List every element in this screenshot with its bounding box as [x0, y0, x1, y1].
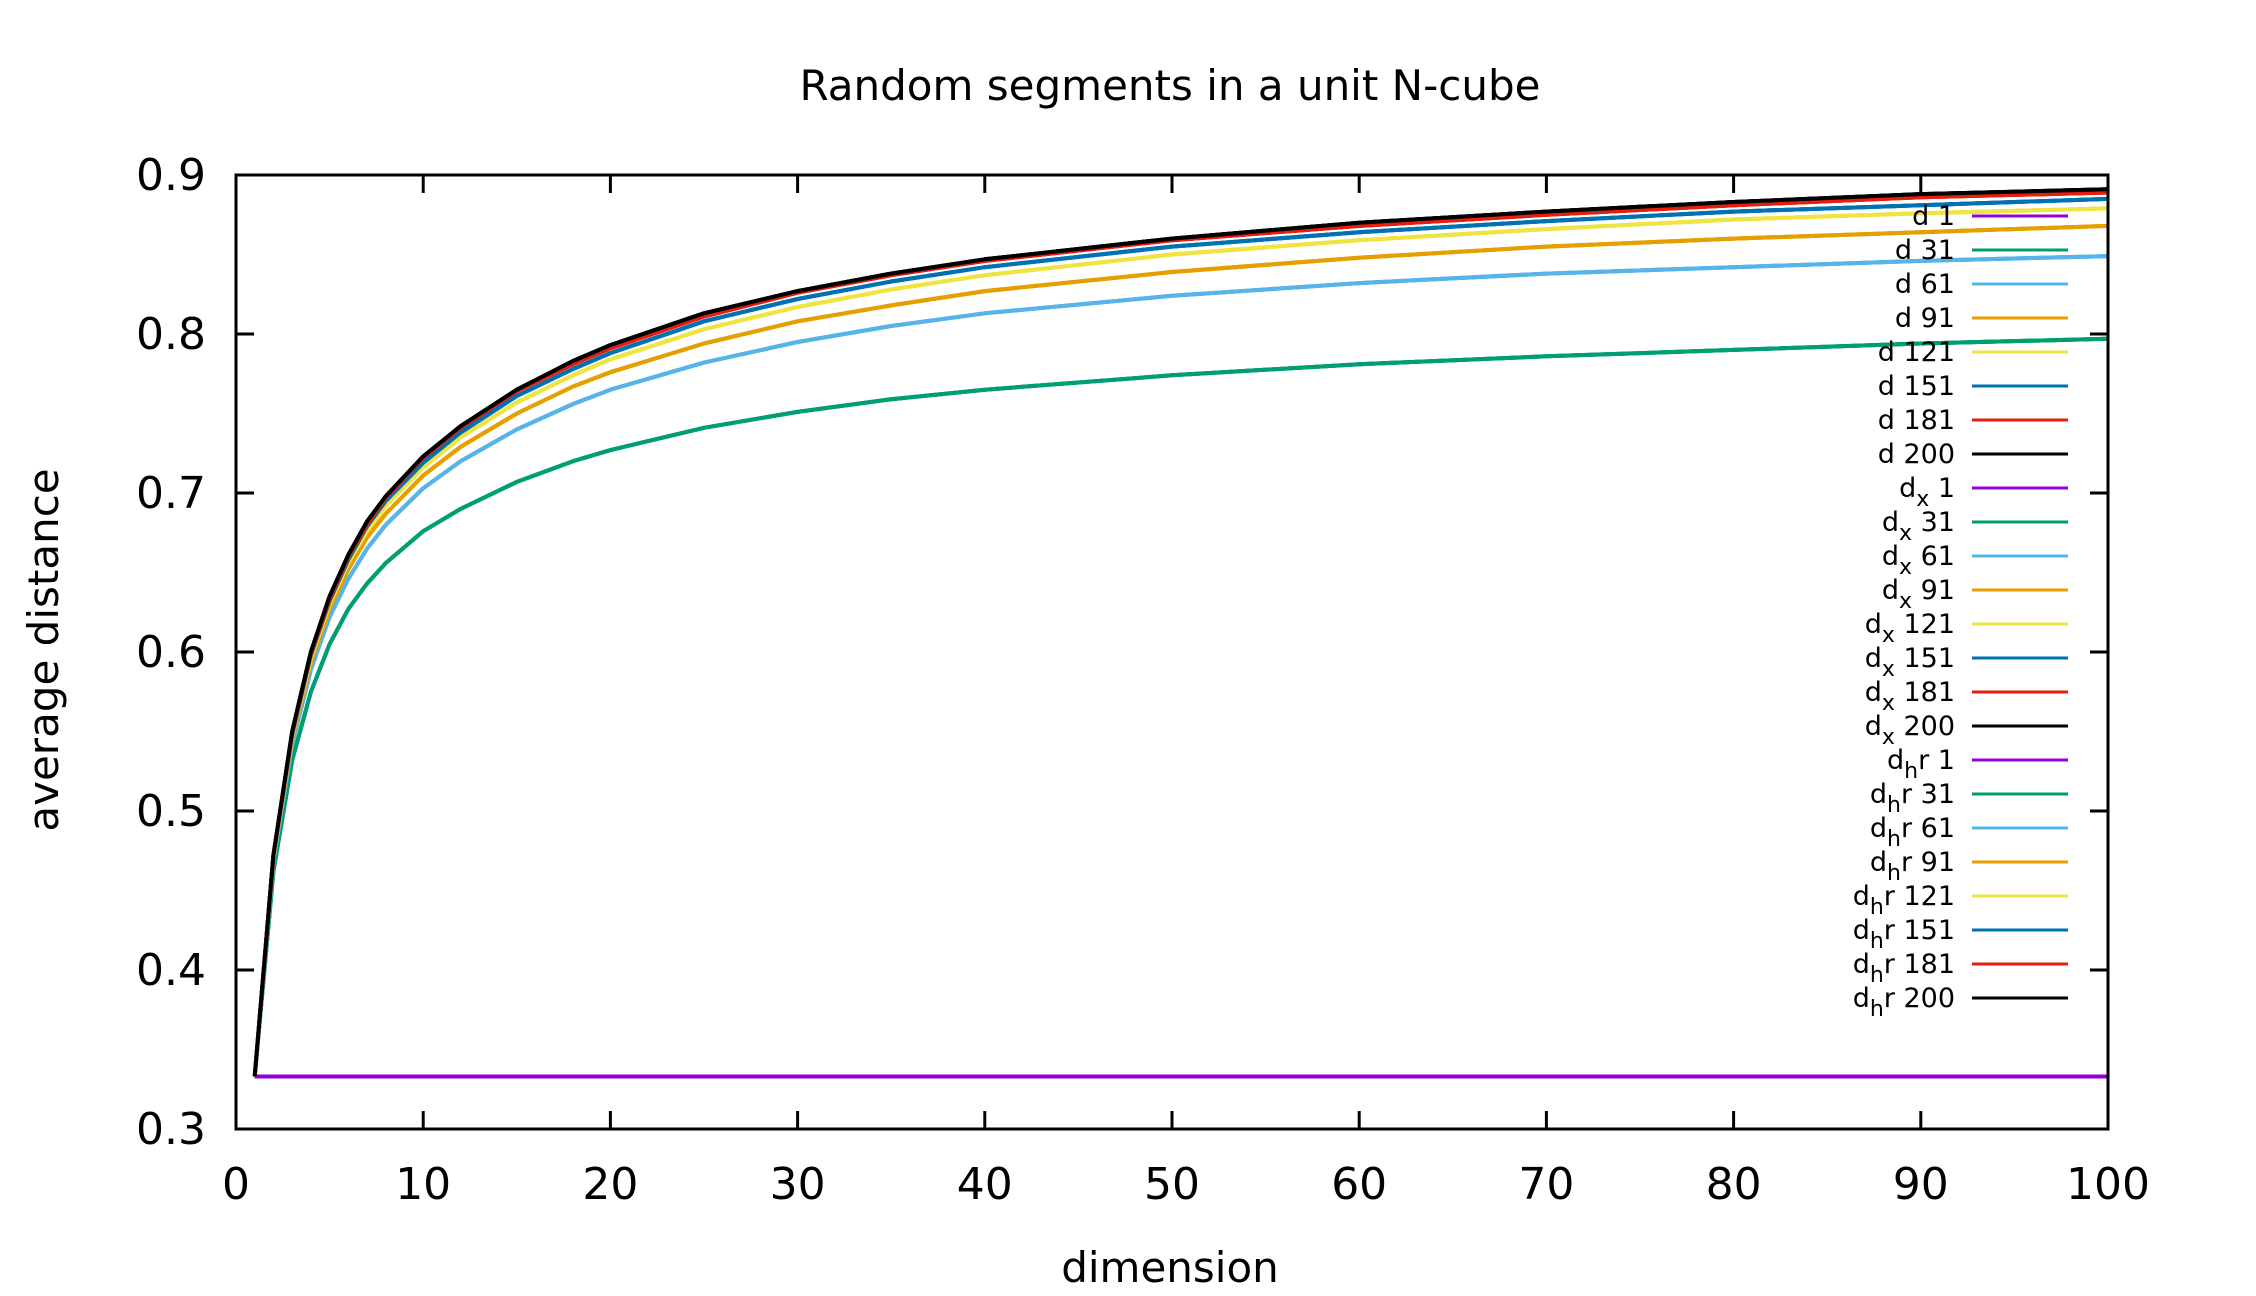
x-tick-label: 20: [582, 1159, 638, 1210]
legend-label: dhr 61: [1870, 813, 1955, 852]
legend-entry: dhr 151: [1853, 915, 2068, 954]
y-tick-label: 0.4: [136, 945, 206, 996]
legend-entry: d 91: [1895, 303, 2068, 334]
legend-entry: dhr 91: [1870, 847, 2068, 886]
legend-label: dx 1: [1899, 473, 1955, 512]
series-line-23: [252, 187, 2109, 1077]
x-tick-label: 30: [770, 1159, 826, 1210]
legend-entry: dhr 61: [1870, 813, 2068, 852]
legend-entry: dhr 31: [1870, 779, 2068, 818]
legend-label: dhr 121: [1853, 881, 1955, 920]
legend-label: dx 31: [1882, 507, 1955, 546]
y-tick-label: 0.6: [136, 627, 206, 678]
series-lines: [252, 187, 2109, 1079]
legend-entry: dhr 1: [1887, 745, 2068, 784]
legend-entry: d 121: [1878, 337, 2068, 368]
legend-entry: d 61: [1895, 269, 2068, 300]
y-tick-label: 0.8: [136, 309, 206, 360]
legend-label: dhr 151: [1853, 915, 1955, 954]
legend-label: dx 91: [1882, 575, 1955, 614]
axis-ticks: 0 10 20 30 40 50 60 70 80 90 100 0.3 0.4 0.5 0.6 0.7 0.8…: [136, 150, 2150, 1210]
legend-label: d 1: [1912, 201, 1955, 232]
legend-label: dx 181: [1865, 677, 1955, 716]
x-tick-label: 70: [1518, 1159, 1574, 1210]
x-tick-label: 90: [1893, 1159, 1949, 1210]
y-tick-label: 0.7: [136, 468, 206, 519]
y-tick-label: 0.5: [136, 786, 206, 837]
legend-entry: dhr 121: [1853, 881, 2068, 920]
legend-label: dx 151: [1865, 643, 1955, 682]
series-line-17: [252, 336, 2109, 1077]
x-axis-label: dimension: [1061, 1243, 1279, 1292]
x-tick-label: 100: [2066, 1159, 2150, 1210]
legend-label: dx 200: [1865, 711, 1955, 750]
legend-label: dx 61: [1882, 541, 1955, 580]
legend-entry: d 200: [1878, 439, 2068, 470]
legend-entry: dx 181: [1865, 677, 2068, 716]
legend-label: d 31: [1895, 235, 1955, 266]
legend-label: d 181: [1878, 405, 1955, 436]
series-line-18: [252, 254, 2109, 1077]
legend-entry: d 1: [1912, 201, 2068, 232]
x-tick-label: 10: [395, 1159, 451, 1210]
legend-label: d 151: [1878, 371, 1955, 402]
legend-entry: d 31: [1895, 235, 2068, 266]
chart-title: Random segments in a unit N-cube: [800, 61, 1541, 110]
legend-label: dhr 181: [1853, 949, 1955, 988]
legend-entry: dx 151: [1865, 643, 2068, 682]
legend-entry: dx 61: [1882, 541, 2068, 580]
x-tick-label: 50: [1144, 1159, 1200, 1210]
x-tick-label: 80: [1706, 1159, 1762, 1210]
legend-label: dhr 1: [1887, 745, 1955, 784]
x-tick-label: 40: [957, 1159, 1013, 1210]
legend-entry: dx 91: [1882, 575, 2068, 614]
legend-entry: dhr 181: [1853, 949, 2068, 988]
plot-frame: [234, 173, 2110, 1131]
legend-label: d 121: [1878, 337, 1955, 368]
legend-entry: dx 1: [1899, 473, 2068, 512]
legend-label: dhr 91: [1870, 847, 1955, 886]
legend-entry: dhr 200: [1853, 983, 2068, 1022]
legend-label: dx 121: [1865, 609, 1955, 648]
legend-entry: d 151: [1878, 371, 2068, 402]
legend-label: dhr 31: [1870, 779, 1955, 818]
x-tick-label: 60: [1331, 1159, 1387, 1210]
legend-entry: dx 31: [1882, 507, 2068, 546]
legend-entry: dx 200: [1865, 711, 2068, 750]
x-tick-label: 0: [222, 1159, 250, 1210]
legend-label: d 61: [1895, 269, 1955, 300]
legend-label: d 200: [1878, 439, 1955, 470]
y-axis-label: average distance: [19, 468, 68, 831]
legend-entry: d 181: [1878, 405, 2068, 436]
legend-label: d 91: [1895, 303, 1955, 334]
legend-entry: dx 121: [1865, 609, 2068, 648]
legend-label: dhr 200: [1853, 983, 1955, 1022]
y-tick-label: 0.3: [136, 1104, 206, 1155]
y-tick-label: 0.9: [136, 150, 206, 201]
